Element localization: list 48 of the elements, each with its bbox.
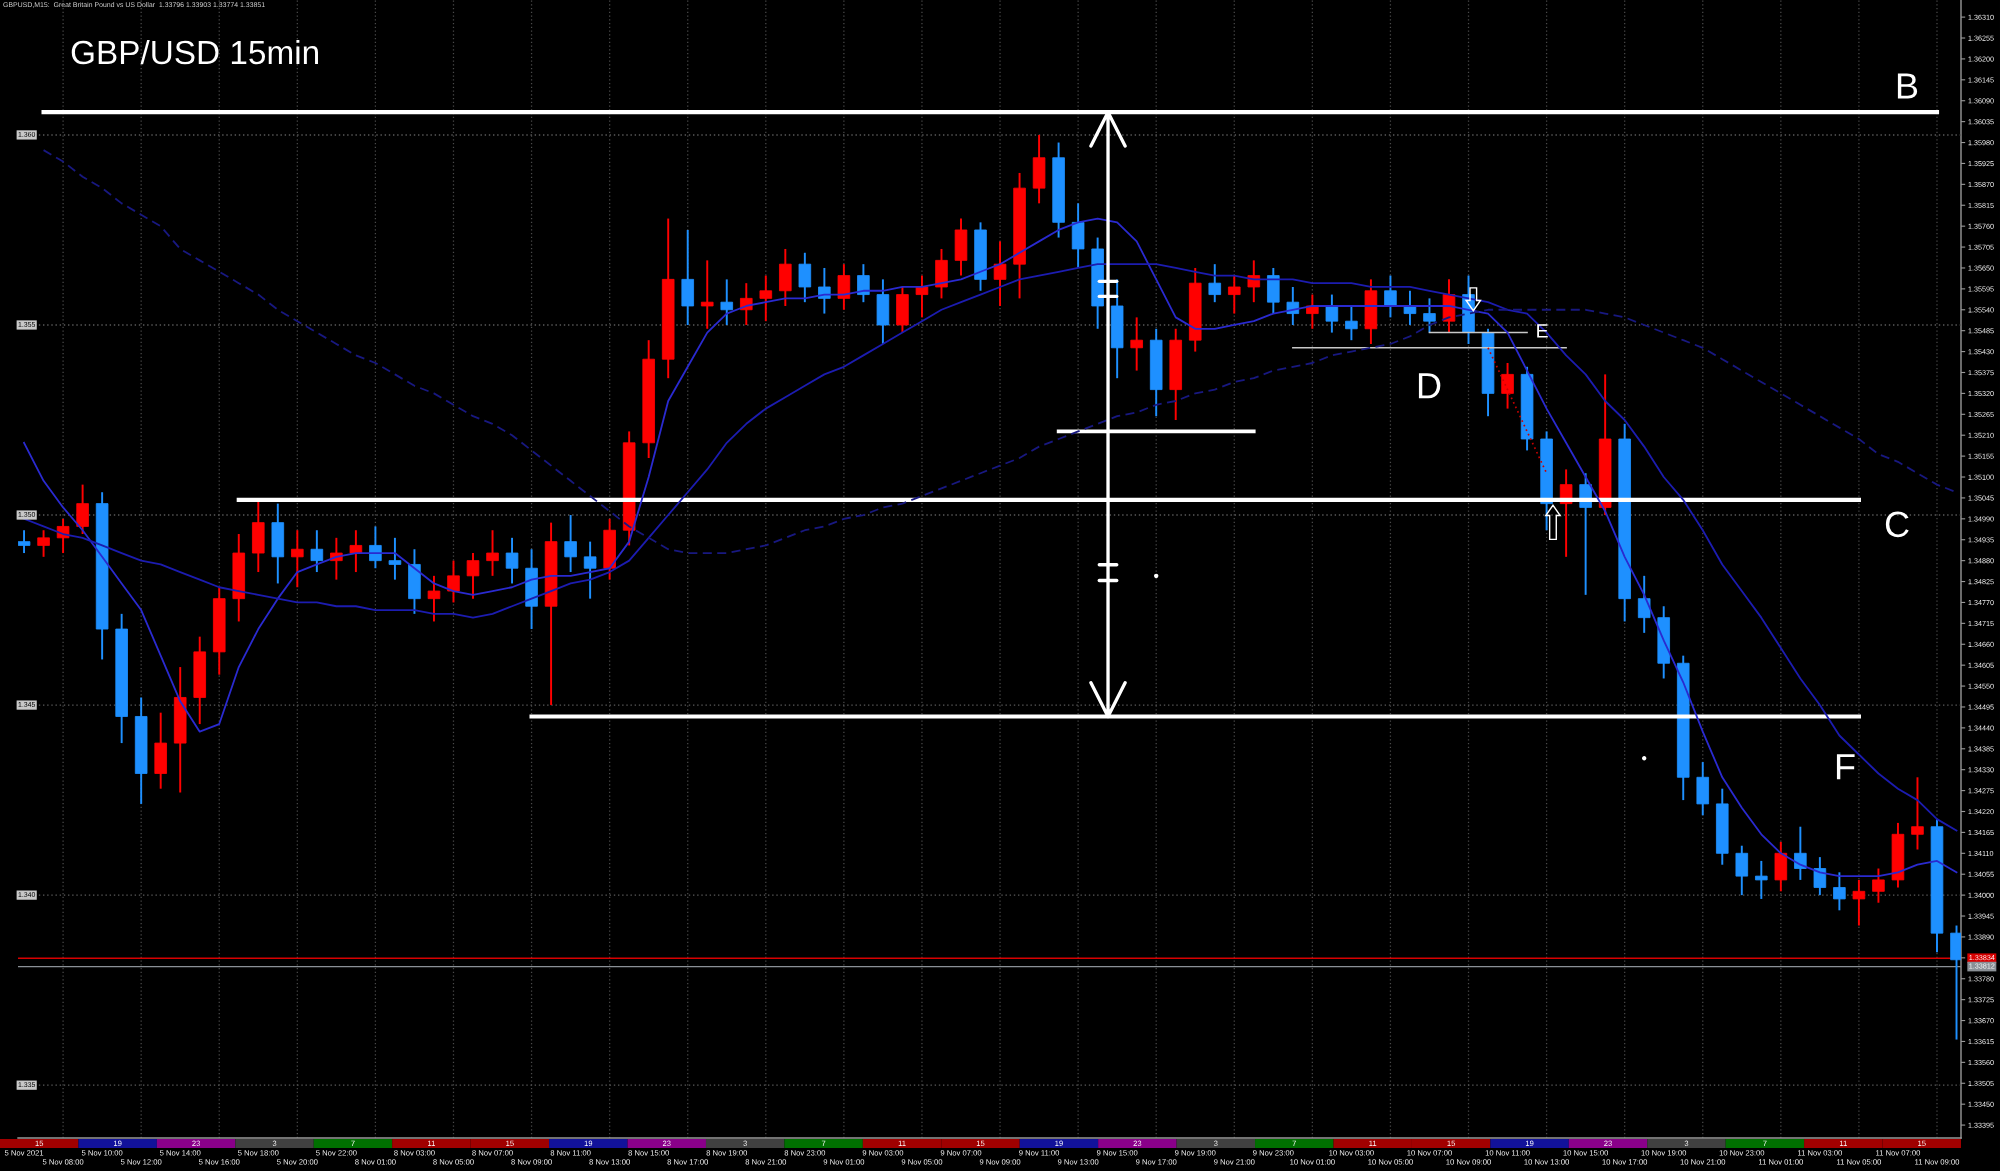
candlestick: [1325, 293, 1339, 334]
candlestick: [486, 529, 499, 577]
candlestick: [18, 529, 31, 555]
candlestick: [1130, 316, 1143, 372]
candlestick: [583, 540, 597, 600]
candlestick: [1833, 871, 1846, 912]
candlestick: [1852, 878, 1866, 927]
candlestick: [818, 267, 831, 315]
candlestick: [1637, 574, 1651, 634]
candlestick: [1423, 297, 1436, 334]
candlestick: [388, 536, 402, 581]
candlestick: [993, 240, 1007, 307]
candlestick: [1813, 856, 1827, 897]
candlestick: [720, 278, 734, 326]
annotation: B: [1897, 73, 1918, 99]
candlestick: [837, 263, 851, 311]
candlestick: [1911, 776, 1924, 851]
annotation: C: [1885, 511, 1909, 538]
annotation: F: [1836, 754, 1855, 780]
candlestick: [76, 483, 89, 535]
annotation: D: [1418, 373, 1441, 399]
candlestick: [466, 552, 480, 600]
candlestick: [915, 274, 929, 319]
line-series: [1487, 346, 1548, 475]
candlestick: [427, 574, 441, 623]
candlestick: [759, 274, 773, 323]
candlestick: [857, 263, 870, 304]
candlestick: [1345, 305, 1358, 342]
candlestick: [349, 529, 363, 574]
candlestick: [1247, 259, 1261, 304]
candlestick: [1872, 867, 1885, 904]
candlestick: [447, 559, 460, 604]
candlestick: [1755, 859, 1768, 900]
candlestick: [291, 529, 304, 589]
candlestick: [1794, 825, 1807, 881]
candlestick: [1384, 274, 1397, 319]
candlestick: [1735, 844, 1749, 897]
candlestick: [564, 514, 577, 574]
candlestick: [1228, 274, 1241, 315]
candlestick: [310, 529, 324, 574]
candlestick: [1501, 362, 1514, 410]
candlestick: [798, 251, 812, 304]
candlestick: [369, 525, 382, 570]
text: GBP/USD 15min: [71, 39, 318, 65]
candlestick: [37, 529, 50, 558]
candlestick: [505, 536, 519, 585]
candlestick: [1208, 263, 1222, 304]
candlestick: [700, 259, 714, 330]
